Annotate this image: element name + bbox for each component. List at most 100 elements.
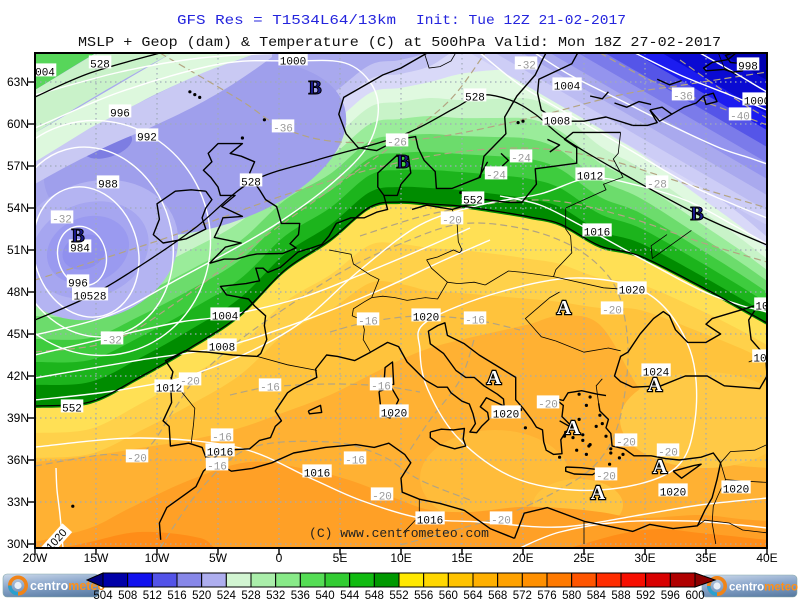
- svg-text:-28: -28: [647, 180, 667, 192]
- svg-text:576: 576: [537, 590, 556, 600]
- svg-text:20E: 20E: [512, 551, 533, 565]
- svg-text:1020: 1020: [660, 488, 686, 500]
- svg-text:516: 516: [167, 590, 186, 600]
- svg-text:592: 592: [636, 590, 655, 600]
- svg-text:48N: 48N: [7, 285, 29, 299]
- svg-text:20W: 20W: [23, 551, 48, 565]
- svg-text:A: A: [653, 456, 668, 478]
- svg-text:30E: 30E: [634, 551, 655, 565]
- svg-text:1000: 1000: [280, 57, 306, 69]
- svg-text:992: 992: [137, 133, 157, 145]
- svg-text:A: A: [648, 374, 663, 396]
- svg-text:-32: -32: [516, 61, 536, 73]
- svg-text:A: A: [591, 482, 606, 504]
- svg-text:1016: 1016: [584, 228, 610, 240]
- svg-text:60N: 60N: [7, 117, 29, 131]
- svg-text:552: 552: [62, 404, 82, 416]
- svg-text:-26: -26: [387, 138, 407, 150]
- svg-text:580: 580: [562, 590, 581, 600]
- svg-text:552: 552: [389, 590, 408, 600]
- svg-text:54N: 54N: [7, 201, 29, 215]
- svg-text:-32: -32: [102, 336, 122, 348]
- svg-text:15E: 15E: [451, 551, 472, 565]
- svg-text:-20: -20: [372, 492, 392, 504]
- svg-text:A: A: [557, 297, 572, 319]
- svg-text:-16: -16: [465, 316, 485, 328]
- svg-text:5E: 5E: [333, 551, 348, 565]
- svg-text:30N: 30N: [7, 537, 29, 551]
- svg-text:556: 556: [414, 590, 433, 600]
- svg-text:(C) www.centrometeo.com: (C) www.centrometeo.com: [309, 526, 489, 541]
- svg-text:-20: -20: [538, 400, 558, 412]
- svg-text:528: 528: [241, 590, 260, 600]
- svg-text:-20: -20: [127, 454, 147, 466]
- svg-text:39N: 39N: [7, 411, 29, 425]
- svg-text:1016: 1016: [207, 448, 233, 460]
- svg-text:-32: -32: [52, 215, 72, 227]
- svg-text:1008: 1008: [544, 117, 570, 129]
- svg-text:1012: 1012: [156, 384, 182, 396]
- svg-text:51N: 51N: [7, 243, 29, 257]
- svg-text:45N: 45N: [7, 327, 29, 341]
- svg-text:centrometeo: centrometeo: [729, 582, 798, 594]
- svg-text:MSLP + Geop (dam) & Temperatur: MSLP + Geop (dam) & Temperature (C) at 5…: [78, 35, 721, 51]
- svg-text:548: 548: [365, 590, 384, 600]
- svg-text:-16: -16: [371, 382, 391, 394]
- svg-text:Init: Tue 12Z 21-02-2017: Init: Tue 12Z 21-02-2017: [416, 13, 626, 29]
- svg-text:512: 512: [143, 590, 162, 600]
- svg-text:10: 10: [753, 354, 766, 366]
- svg-text:564: 564: [463, 590, 483, 600]
- svg-text:552: 552: [463, 196, 483, 208]
- svg-text:1020: 1020: [619, 286, 645, 298]
- svg-text:35E: 35E: [695, 551, 716, 565]
- svg-text:-24: -24: [511, 154, 531, 166]
- svg-text:0: 0: [276, 551, 283, 565]
- svg-text:-20: -20: [658, 448, 678, 460]
- svg-text:984: 984: [70, 244, 90, 256]
- svg-text:988: 988: [98, 180, 118, 192]
- svg-text:-20: -20: [442, 216, 462, 228]
- svg-text:-24: -24: [486, 171, 506, 183]
- svg-text:1000: 1000: [744, 97, 770, 109]
- svg-text:-20: -20: [602, 306, 622, 318]
- svg-text:1024: 1024: [643, 368, 670, 380]
- svg-text:5W: 5W: [209, 551, 228, 565]
- svg-text:600: 600: [685, 590, 704, 600]
- svg-text:-20: -20: [180, 377, 200, 389]
- svg-text:504: 504: [93, 590, 113, 600]
- svg-text:1016: 1016: [304, 469, 330, 481]
- svg-text:1020: 1020: [413, 313, 439, 325]
- svg-text:1020: 1020: [723, 485, 749, 497]
- svg-text:B: B: [690, 203, 703, 225]
- svg-text:596: 596: [661, 590, 680, 600]
- svg-text:1020: 1020: [381, 409, 407, 421]
- svg-text:36N: 36N: [7, 453, 29, 467]
- svg-text:004: 004: [35, 68, 55, 80]
- svg-text:544: 544: [340, 590, 360, 600]
- svg-text:10528: 10528: [73, 292, 106, 304]
- svg-text:568: 568: [488, 590, 507, 600]
- svg-text:520: 520: [192, 590, 211, 600]
- svg-text:-16: -16: [358, 317, 378, 329]
- svg-text:532: 532: [266, 590, 285, 600]
- svg-text:25E: 25E: [573, 551, 594, 565]
- svg-text:GFS Res = T1534L64/13km: GFS Res = T1534L64/13km: [177, 13, 396, 29]
- svg-text:B: B: [71, 225, 84, 247]
- svg-text:10: 10: [755, 302, 768, 314]
- svg-text:A: A: [566, 417, 581, 439]
- svg-text:540: 540: [315, 590, 334, 600]
- svg-text:560: 560: [439, 590, 458, 600]
- svg-text:1020: 1020: [493, 410, 519, 422]
- svg-text:-16: -16: [345, 456, 365, 468]
- svg-text:508: 508: [118, 590, 137, 600]
- svg-text:40E: 40E: [756, 551, 777, 565]
- svg-text:57N: 57N: [7, 159, 29, 173]
- svg-text:-20: -20: [616, 438, 636, 450]
- svg-text:63N: 63N: [7, 75, 29, 89]
- svg-text:998: 998: [738, 62, 758, 74]
- svg-text:996: 996: [110, 109, 130, 121]
- svg-text:-36: -36: [273, 124, 293, 136]
- svg-text:-20: -20: [491, 516, 511, 528]
- svg-text:1004: 1004: [554, 82, 581, 94]
- svg-text:572: 572: [513, 590, 532, 600]
